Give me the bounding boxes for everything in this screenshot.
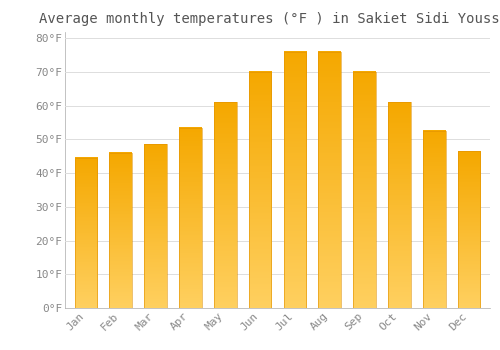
Bar <box>458 151 480 308</box>
Bar <box>74 158 97 308</box>
Bar <box>284 52 306 308</box>
Title: Average monthly temperatures (°F ) in Sakiet Sidi Youssef: Average monthly temperatures (°F ) in Sa… <box>39 12 500 26</box>
Bar <box>354 72 376 308</box>
Bar <box>423 131 446 308</box>
Bar <box>179 128 202 308</box>
Bar <box>388 102 410 308</box>
Bar <box>214 102 236 308</box>
Bar <box>144 145 167 308</box>
Bar <box>388 102 410 308</box>
Bar <box>318 52 341 308</box>
Bar <box>249 72 272 308</box>
Bar <box>318 52 341 308</box>
Bar <box>214 102 236 308</box>
Bar <box>179 128 202 308</box>
Bar <box>110 153 132 308</box>
Bar <box>249 72 272 308</box>
Bar <box>284 52 306 308</box>
Bar <box>144 145 167 308</box>
Bar <box>110 153 132 308</box>
Bar <box>458 151 480 308</box>
Bar <box>423 131 446 308</box>
Bar <box>354 72 376 308</box>
Bar <box>74 158 97 308</box>
